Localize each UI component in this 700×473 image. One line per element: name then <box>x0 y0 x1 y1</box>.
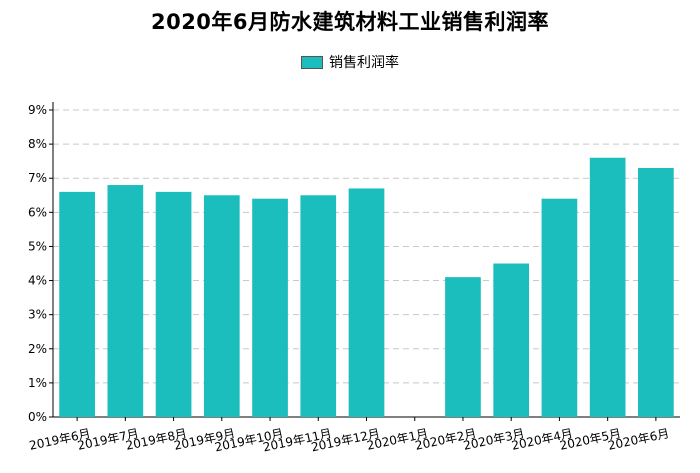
legend-swatch <box>301 55 323 69</box>
bar <box>445 277 481 417</box>
y-tick-label: 7% <box>28 171 47 185</box>
y-tick-label: 5% <box>28 239 47 253</box>
y-tick-label: 4% <box>28 274 47 288</box>
bar <box>203 195 240 417</box>
bar <box>348 188 385 417</box>
bar <box>59 191 95 417</box>
y-tick-label: 8% <box>28 137 47 151</box>
chart-title: 2020年6月防水建筑材料工业销售利润率 <box>150 10 550 34</box>
bar <box>589 157 626 417</box>
y-tick-label: 9% <box>28 103 47 117</box>
bar <box>638 167 674 417</box>
legend: 销售利润率 <box>0 52 700 72</box>
bar <box>155 191 192 417</box>
y-tick-label: 0% <box>28 410 47 424</box>
bar <box>493 263 530 417</box>
y-tick-label: 6% <box>28 205 47 219</box>
bar <box>541 198 578 417</box>
bar <box>252 198 288 417</box>
bar <box>300 195 337 417</box>
y-tick-label: 2% <box>28 342 47 356</box>
y-tick-label: 1% <box>28 376 47 390</box>
bar <box>107 185 144 417</box>
legend-label: 销售利润率 <box>329 55 399 71</box>
y-tick-label: 3% <box>28 308 47 322</box>
